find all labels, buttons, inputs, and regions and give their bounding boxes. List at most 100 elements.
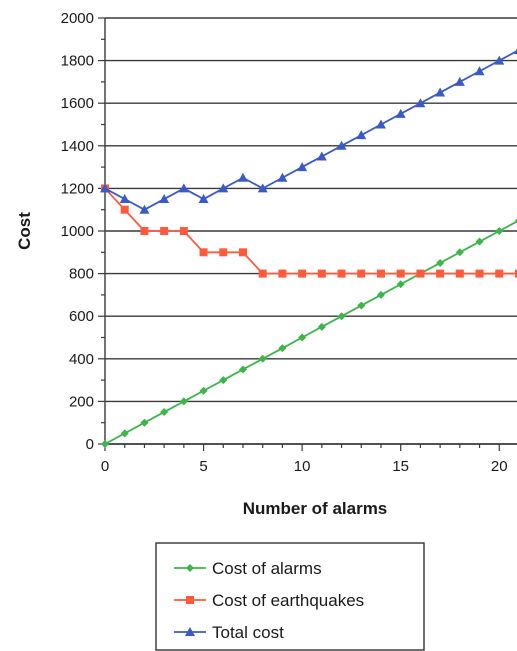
data-point [316,151,327,161]
series-line [104,187,517,275]
legend-label: Cost of earthquakes [212,591,364,610]
data-point [513,48,517,54]
data-point [396,280,405,289]
legend: Cost of alarms Cost of earthquakes Total c… [155,542,425,651]
data-point [395,108,406,118]
data-point [416,269,425,278]
y-tick-label: 1600 [61,95,94,112]
series-total-cost [100,48,517,214]
legend-marker [186,564,194,572]
y-tick-label: 400 [69,351,94,368]
data-point [455,248,464,257]
data-point [140,418,149,427]
data-point [100,183,110,193]
data-point [298,269,307,278]
data-point [495,227,504,235]
data-point [436,269,445,278]
gridlines [105,17,517,445]
data-point [514,269,517,278]
data-point [278,344,287,353]
x-tick-label: 15 [392,458,409,475]
data-point [454,76,465,86]
series-line [104,220,517,445]
data-point [238,248,247,257]
y-tick-label: 1400 [61,138,94,155]
data-point [119,194,130,204]
legend-item: Cost of alarms [174,559,322,578]
data-point [436,258,445,267]
legend-item: Total cost [174,623,284,642]
x-tick-label: 10 [294,458,311,475]
data-point [376,269,385,278]
y-tick-label: 600 [69,308,94,325]
data-point [159,194,170,204]
data-point [337,312,346,321]
data-point [238,365,247,374]
data-point [237,172,248,182]
data-point [455,269,464,278]
data-point [415,98,426,108]
data-point [257,183,268,193]
data-point [160,227,169,235]
data-point [475,237,484,246]
data-point [357,301,366,310]
data-point [140,227,149,235]
data-point [101,440,109,448]
data-point [120,205,129,214]
x-tick-labels: 0 5 10 15 20 [101,458,508,475]
data-point [277,172,288,182]
data-point [219,248,228,257]
legend-marker [185,627,195,636]
y-tick-label: 200 [69,393,94,410]
series-cost-of-alarms [101,218,517,448]
y-tick-label: 1800 [61,53,94,70]
y-tick-label: 800 [69,266,94,283]
data-point [258,269,267,278]
legend-label: Total cost [212,623,284,642]
data-point [317,269,326,278]
legend-item: Cost of earthquakes [174,591,364,610]
data-point [160,408,169,417]
data-point [494,55,505,65]
data-point [336,140,347,150]
y-tick-label: 1000 [61,223,94,240]
x-tick-label: 5 [199,458,207,475]
y-axis-title: Cost [15,212,34,250]
data-point [198,194,209,204]
data-point [474,66,485,76]
data-point [139,204,150,214]
data-point [396,269,405,278]
data-point [376,290,385,299]
data-point [514,218,517,223]
data-point [297,162,308,172]
data-point [317,322,326,331]
y-tick-label: 0 [86,436,94,453]
y-tick-label: 1200 [61,180,94,197]
data-point [357,269,366,278]
data-point [337,269,346,278]
data-point [179,227,188,235]
y-tick-label: 2000 [61,10,94,27]
data-point [298,333,307,342]
series-group [100,48,517,448]
legend-marker [186,596,194,604]
series-line [104,49,517,211]
data-point [495,269,504,278]
data-point [178,183,189,193]
y-tick-labels: 0 200 400 600 800 1000 1200 1400 1600 1800 2000 [61,10,94,453]
data-point [179,397,188,406]
data-point [199,386,208,395]
axes [98,17,517,451]
data-point [218,183,229,193]
x-tick-label: 0 [101,458,109,475]
data-point [475,269,484,278]
data-point [375,119,386,129]
data-point [219,376,228,385]
x-axis-title: Number of alarms [243,499,388,518]
data-point [356,130,367,140]
legend-label: Cost of alarms [212,559,322,578]
data-point [120,429,129,438]
x-tick-label: 20 [491,458,508,475]
data-point [435,87,446,97]
